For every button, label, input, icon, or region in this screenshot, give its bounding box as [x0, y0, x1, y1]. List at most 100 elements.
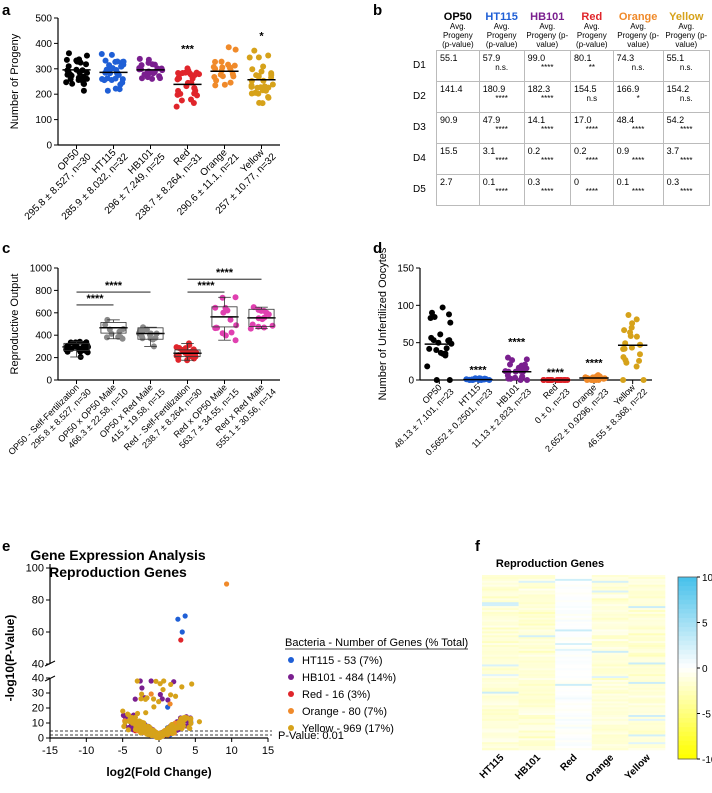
data-point	[424, 363, 431, 370]
heatmap-cell	[518, 646, 556, 650]
heatmap-cell	[518, 746, 556, 749]
heatmap-cell	[628, 728, 666, 731]
heatmap-cell	[555, 658, 593, 661]
heatmap-cell	[482, 697, 519, 700]
colorbar-segment	[678, 604, 697, 610]
heatmap-cell	[555, 645, 593, 648]
heatmap-cell	[591, 736, 629, 739]
chart-f-heatmap: Reproduction Genes HT115 HB101 Red Orange Yel…	[478, 558, 712, 785]
data-point	[248, 82, 255, 89]
heatmap-cell	[555, 652, 593, 656]
heatmap-cell	[628, 627, 666, 630]
data-point	[250, 304, 257, 311]
heatmap-cell	[482, 641, 519, 644]
cell-significance: ****	[680, 187, 693, 196]
heatmap-cell	[482, 625, 519, 628]
heatmap-cell	[628, 670, 666, 673]
heatmap-cell	[518, 683, 556, 687]
table-b-daily-progeny: OP50 Avg. Progeny (p-value) HT115 Avg. Prog…	[410, 12, 711, 206]
y-axis-label: Reproductive Output	[9, 274, 21, 375]
heatmap-cell	[628, 701, 666, 704]
heatmap-cell	[628, 652, 666, 656]
table-cell: 0.1 ****	[612, 174, 664, 206]
data-point	[179, 684, 185, 690]
heatmap-cell	[482, 691, 519, 694]
heatmap-cell	[591, 703, 629, 706]
heatmap-cell	[555, 748, 593, 751]
table-cell: 0.2 ****	[569, 143, 614, 175]
heatmap-cell	[518, 715, 556, 718]
data-point	[256, 99, 263, 106]
heatmap-cell	[482, 588, 519, 591]
heatmap-cell	[482, 604, 519, 607]
heatmap-cell	[591, 652, 629, 656]
heatmap-cell	[518, 584, 556, 587]
data-point	[633, 363, 640, 370]
heatmap-cell	[591, 716, 629, 720]
heatmap-cell	[482, 687, 519, 691]
cell-value: 154.5	[573, 84, 597, 94]
heatmap-cell	[482, 695, 519, 698]
heatmap-cell	[591, 613, 629, 617]
data-point	[524, 377, 531, 383]
data-point	[628, 324, 635, 331]
heatmap-cell	[518, 625, 556, 628]
heatmap-cell	[628, 602, 666, 605]
heatmap-cell	[518, 678, 556, 681]
significance-marker: ****	[105, 280, 123, 292]
heatmap-cell	[628, 586, 666, 589]
column-subheader: Avg. Progeny (p-value)	[442, 22, 474, 49]
heatmap-cell	[518, 656, 556, 659]
heatmap-cell	[555, 641, 593, 644]
heatmap-cell	[555, 629, 593, 632]
heatmap-cell	[482, 740, 519, 743]
data-point	[439, 304, 446, 311]
heatmap-cell	[518, 580, 556, 584]
heatmap-cell	[482, 633, 519, 636]
heatmap-cell	[628, 726, 666, 729]
data-point	[75, 74, 82, 81]
legend-entry: Yellow - 969 (17%)	[302, 723, 394, 735]
data-point	[252, 89, 259, 96]
data-point	[212, 304, 219, 311]
heatmap-cell	[518, 676, 556, 679]
y-tick-label: 0	[46, 376, 52, 387]
heatmap-cell	[518, 629, 556, 632]
data-point	[231, 62, 238, 69]
data-point	[228, 329, 235, 336]
data-point	[139, 691, 145, 697]
heatmap-cell	[518, 734, 556, 737]
heatmap-cell	[518, 674, 556, 677]
heatmap-cell	[591, 575, 629, 578]
data-point	[251, 47, 258, 54]
data-point	[223, 581, 230, 587]
heatmap-cell	[482, 711, 519, 714]
heatmap-cell	[628, 600, 666, 603]
heatmap-cell	[555, 582, 593, 586]
data-point	[433, 346, 440, 353]
table-cell: 99.0 ****	[523, 50, 571, 82]
data-point	[523, 356, 530, 363]
heatmap-cell	[555, 680, 593, 683]
data-point	[120, 708, 126, 714]
data-point	[178, 97, 185, 104]
data-point	[426, 345, 433, 352]
heatmap-cell	[518, 639, 556, 642]
heatmap-cell	[591, 578, 629, 582]
heatmap-cell	[518, 681, 556, 685]
data-point	[443, 345, 450, 352]
heatmap-column-label: Orange	[584, 752, 617, 785]
x-tick-label: -15	[42, 745, 58, 757]
heatmap-cell	[555, 685, 593, 689]
heatmap-cell	[555, 691, 593, 694]
data-point	[225, 61, 232, 68]
heatmap-cell	[628, 699, 666, 702]
cell-significance: n.s	[586, 94, 598, 103]
heatmap-cell	[628, 703, 666, 706]
data-point	[167, 692, 174, 698]
heatmap-cell	[591, 672, 629, 675]
heatmap-cell	[628, 709, 666, 712]
heatmap-cell	[591, 666, 629, 669]
data-point	[188, 720, 194, 727]
y-axis-label: Number of Progeny	[9, 33, 21, 129]
